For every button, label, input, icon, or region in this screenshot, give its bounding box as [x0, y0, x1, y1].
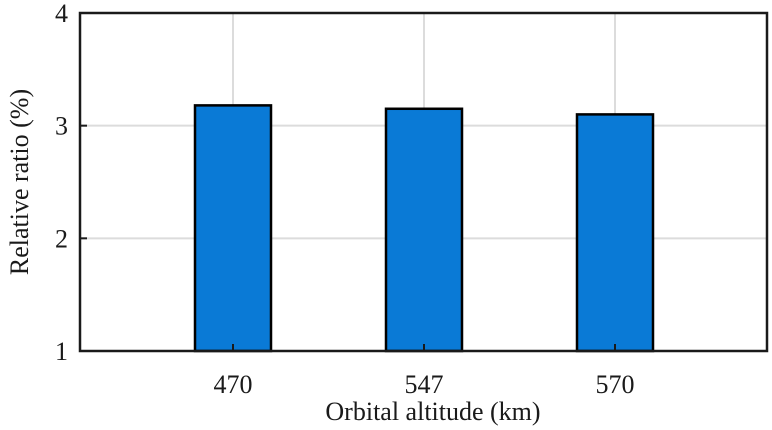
bar-470 [193, 104, 273, 353]
x-axis-title: Orbital altitude (km) [325, 397, 540, 426]
bar-547 [384, 107, 464, 353]
x-tick-label: 547 [405, 370, 444, 399]
y-tick-label: 2 [55, 224, 68, 253]
y-axis-title: Relative ratio (%) [5, 89, 34, 275]
y-axis-ticks: 1 2 3 4 [55, 0, 87, 366]
bar-570 [575, 113, 655, 353]
y-tick-label: 1 [55, 337, 68, 366]
y-tick-label: 4 [55, 0, 68, 28]
x-axis-ticks: 470 547 570 [214, 344, 635, 399]
x-tick-label: 470 [214, 370, 253, 399]
x-tick-label: 570 [596, 370, 635, 399]
bars [193, 104, 655, 353]
y-tick-label: 3 [55, 112, 68, 141]
